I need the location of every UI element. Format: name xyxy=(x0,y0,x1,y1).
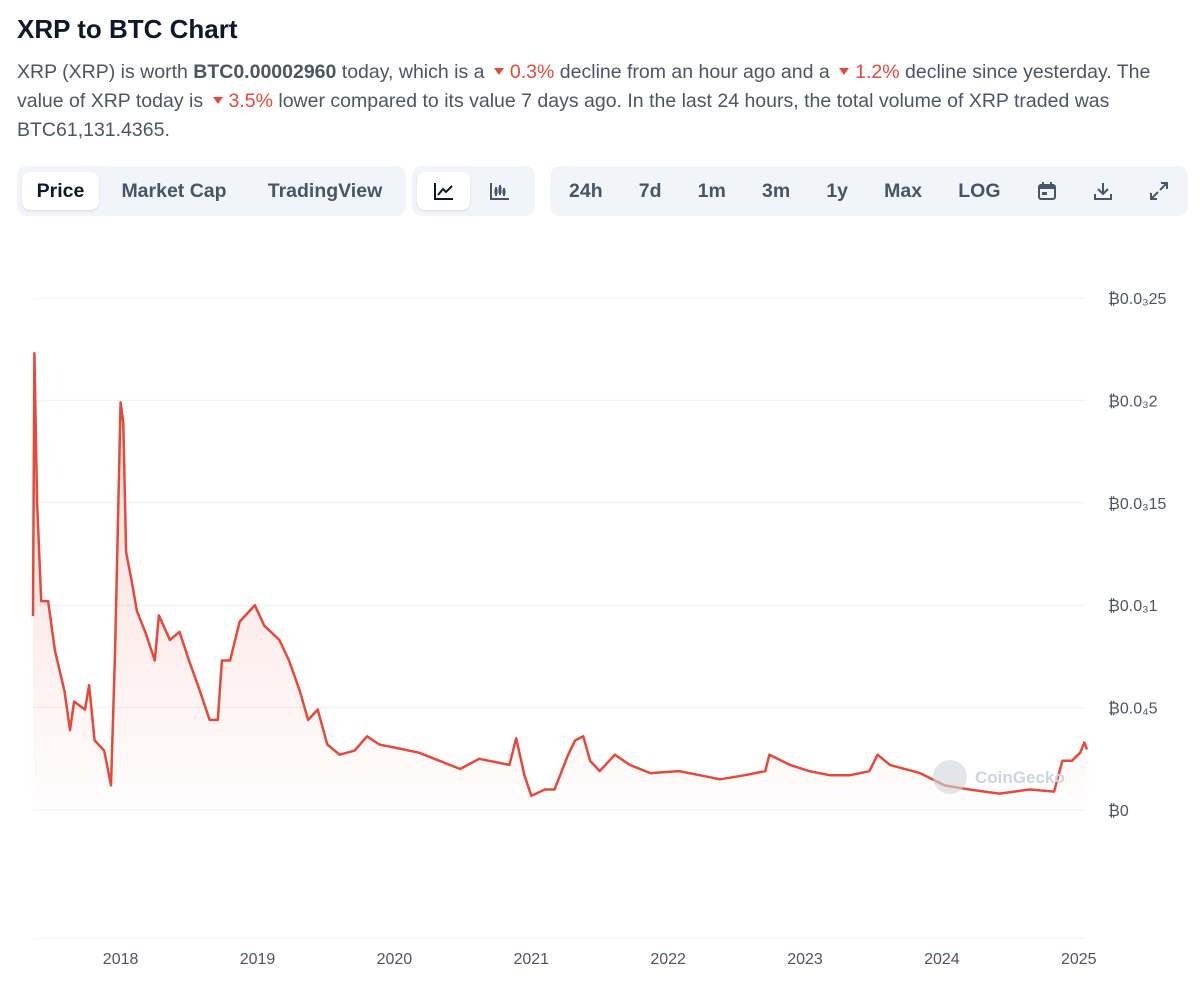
price: BTC0.00002960 xyxy=(193,61,337,83)
text: decline since yesterday. The value of XR… xyxy=(17,61,1151,112)
range-button[interactable]: Max xyxy=(884,179,923,202)
area-fill xyxy=(33,353,1087,810)
text: today, which is a xyxy=(336,61,490,83)
x-tick-label: 2025 xyxy=(1061,951,1097,968)
range-button[interactable]: LOG xyxy=(958,179,1001,202)
tab[interactable]: Price xyxy=(22,172,99,210)
title: XRP to BTC Chart xyxy=(17,14,238,44)
chart: ₿0 ₿0.0₄5 ₿0.0₃1 ₿0.0₃15 ₿0.0₃2 ₿0.0₃25 2018 20… xyxy=(31,290,1167,968)
range-button[interactable]: 1m xyxy=(697,179,726,202)
candle-chart-button[interactable] xyxy=(470,172,530,210)
change: 0.3% xyxy=(509,61,555,83)
tab[interactable]: Market Cap xyxy=(121,179,227,202)
download-icon xyxy=(1093,183,1112,200)
watermark: CoinGecko xyxy=(975,768,1065,787)
chart-type-group xyxy=(412,166,535,216)
x-tick-label: 2024 xyxy=(924,951,960,968)
candle-icon xyxy=(490,183,509,200)
down-icon xyxy=(839,68,850,76)
y-tick-label: ₿0.0₃15 xyxy=(1108,495,1167,513)
line-icon xyxy=(433,183,453,200)
change: 3.5% xyxy=(228,90,273,112)
range-button[interactable]: 1y xyxy=(826,179,849,202)
x-tick-label: 2022 xyxy=(650,951,686,968)
description: XRP (XRP) is worth BTC0.00002960 today, … xyxy=(17,58,1167,145)
expand-icon xyxy=(1149,182,1168,200)
range-button[interactable]: 7d xyxy=(638,179,662,202)
x-tick-label: 2020 xyxy=(377,951,413,968)
y-tick-label: ₿0.0₃2 xyxy=(1108,392,1158,410)
calendar-icon xyxy=(1037,182,1056,200)
text: decline from an hour ago and a xyxy=(554,61,836,83)
x-tick-label: 2019 xyxy=(240,951,276,968)
text: XRP (XRP) is worth xyxy=(17,61,194,83)
price-line xyxy=(31,352,1089,797)
y-tick-label: ₿0 xyxy=(1108,802,1129,820)
tab[interactable]: TradingView xyxy=(267,179,383,202)
y-tick-label: ₿0.0₃1 xyxy=(1108,597,1158,615)
down-icon xyxy=(493,68,504,76)
down-icon xyxy=(212,97,223,105)
change: 1.2% xyxy=(855,61,900,83)
y-tick-label: ₿0.0₃25 xyxy=(1108,290,1167,308)
range-button[interactable]: 24h xyxy=(569,179,603,202)
tab-group: Price Market Cap TradingView xyxy=(17,166,406,216)
x-tick-label: 2021 xyxy=(513,951,549,968)
download-button[interactable] xyxy=(1079,172,1127,210)
range-group: 24h 7d 1m 3m 1y Max LOG xyxy=(550,166,1188,216)
x-tick-label: 2023 xyxy=(787,951,823,968)
range-button[interactable]: 3m xyxy=(761,179,791,202)
y-tick-label: ₿0.0₄5 xyxy=(1108,700,1158,718)
x-tick-label: 2018 xyxy=(103,951,139,968)
text: lower compared to its value 7 days ago. … xyxy=(17,90,1110,141)
watermark-logo xyxy=(933,760,967,794)
fullscreen-button[interactable] xyxy=(1135,172,1183,210)
calendar-button[interactable] xyxy=(1023,172,1071,210)
line-chart-button[interactable] xyxy=(417,172,470,210)
